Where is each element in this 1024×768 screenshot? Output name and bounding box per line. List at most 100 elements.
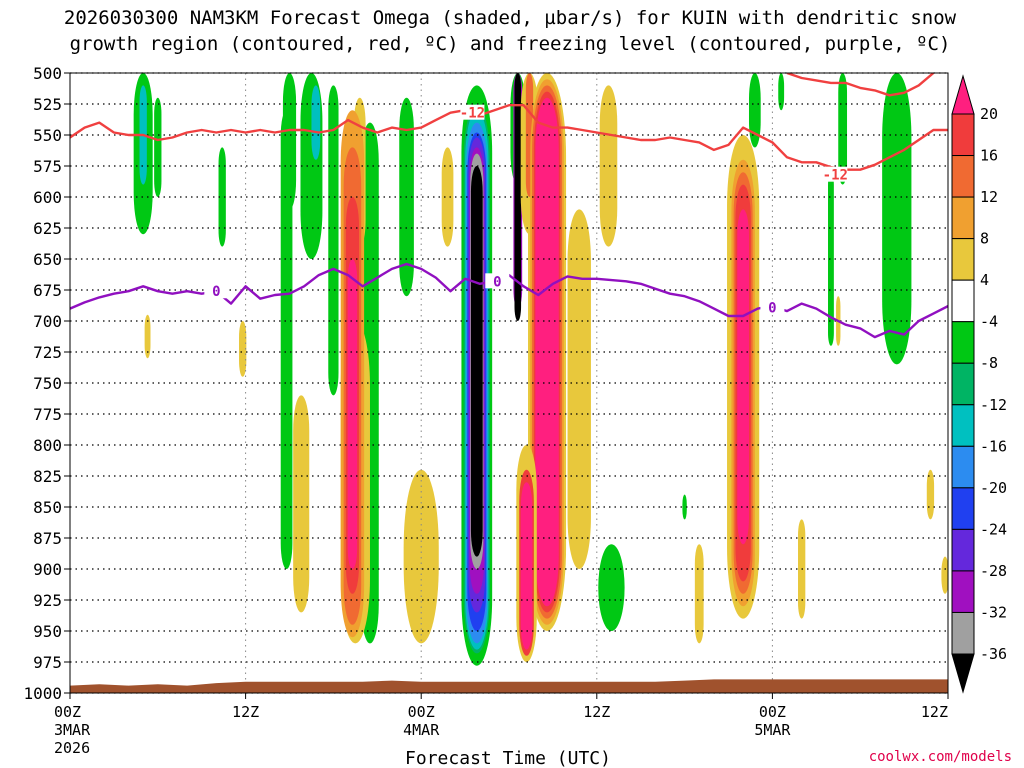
omega-shaded-cell <box>567 209 591 569</box>
contour-label-bg <box>460 104 485 120</box>
omega-shaded-cell <box>941 556 948 594</box>
temperature-contours: -12 -12 0 0 0 <box>70 73 948 339</box>
x-tick-label: 12Z <box>232 703 259 721</box>
y-tick-label: 825 <box>33 467 62 486</box>
colorbar-tick-label: -32 <box>980 603 1007 621</box>
y-tick-label: 750 <box>33 374 62 393</box>
colorbar-tick-label: -24 <box>980 520 1007 538</box>
x-tick-label: 00Z <box>759 703 786 721</box>
x-tick-day: 3MAR <box>54 721 91 739</box>
omega-shaded-cell <box>328 85 339 396</box>
omega-shaded-cell <box>828 172 834 346</box>
omega-shaded-cell <box>598 544 625 631</box>
colorbar-tick-label: -28 <box>980 562 1007 580</box>
contour-label-bg <box>485 273 510 289</box>
x-tick-day: 4MAR <box>403 721 440 739</box>
colorbar-bin <box>951 528 975 572</box>
contour-label: 0 <box>768 300 776 316</box>
x-tick-label: 12Z <box>583 703 610 721</box>
colorbar-bin <box>951 404 975 447</box>
colorbar-bin <box>951 487 975 530</box>
contour-line <box>70 104 948 171</box>
omega-shaded-cell <box>682 494 687 520</box>
y-axis: 500 525 550 575 600 625 650 675 700 725 750 775 800 8… <box>23 64 70 703</box>
colorbar-bin <box>951 279 975 323</box>
omega-shaded-cell <box>535 97 559 607</box>
colorbar-tick-label: 12 <box>980 188 998 206</box>
y-tick-label: 575 <box>33 157 62 176</box>
colorbar-tick-label: 4 <box>980 271 989 289</box>
omega-shaded-cell <box>144 314 151 359</box>
contour-label-bg <box>204 283 229 299</box>
chart-title-line-2: growth region (contoured, red, ºC) and f… <box>70 33 951 55</box>
x-tick-year: 2026 <box>54 739 90 757</box>
y-tick-label: 950 <box>33 622 62 641</box>
y-tick-label: 625 <box>33 219 62 238</box>
colorbar-tick-label: -16 <box>980 437 1007 455</box>
y-tick-label: 650 <box>33 250 62 269</box>
terrain-surface <box>70 679 948 693</box>
y-tick-label: 925 <box>33 591 62 610</box>
x-tick-label: 00Z <box>408 703 435 721</box>
omega-shaded-cell <box>239 321 247 377</box>
colorbar-bin <box>951 113 975 157</box>
omega-shaded-cell <box>748 73 761 148</box>
colorbar-bin <box>951 238 975 281</box>
contour-label-bg <box>760 299 785 315</box>
omega-shaded-cell <box>154 97 162 197</box>
y-tick-label: 875 <box>33 529 62 548</box>
omega-shaded-cell <box>403 469 439 644</box>
y-tick-label: 900 <box>33 560 62 579</box>
credit-text: coolwx.com/models <box>869 749 1012 765</box>
omega-shaded-cell <box>280 110 293 569</box>
colorbar-tick-label: 20 <box>980 105 998 123</box>
y-tick-label: 600 <box>33 188 62 207</box>
omega-shaded-cell <box>520 482 533 650</box>
x-tick-label: 00Z <box>54 703 81 721</box>
contour-label-bg <box>823 166 848 182</box>
omega-shaded-cell <box>441 147 454 247</box>
contour-line <box>786 73 935 97</box>
y-tick-label: 850 <box>33 498 62 517</box>
colorbar-bin <box>951 570 975 613</box>
omega-shaded-cell <box>347 259 358 569</box>
colorbar-bin <box>951 362 975 406</box>
terrain-fill <box>70 679 948 693</box>
y-tick-label: 500 <box>33 64 62 83</box>
colorbar-tick-label: -20 <box>980 479 1007 497</box>
x-tick-day: 5MAR <box>754 721 791 739</box>
omega-shaded-cell <box>737 209 749 545</box>
omega-shaded-cell <box>694 544 704 644</box>
colorbar-tick-label: 16 <box>980 147 998 165</box>
colorbar-tick-label: -12 <box>980 396 1007 414</box>
colorbar-bin <box>951 445 975 489</box>
y-tick-label: 800 <box>33 436 62 455</box>
y-tick-label: 725 <box>33 343 62 362</box>
contour-label: -12 <box>460 106 485 122</box>
colorbar-bin <box>951 611 975 655</box>
omega-shaded-cell <box>293 395 310 613</box>
colorbar: 20 16 12 8 4 -4 -8 -12 -16 -20 -24 -28 -32 -36 <box>951 74 1007 694</box>
omega-shaded-cell <box>599 85 618 247</box>
contour-label: -12 <box>823 168 848 184</box>
colorbar-bottom-arrow <box>951 653 975 694</box>
omega-shaded-cell <box>778 73 785 111</box>
omega-shaded-cell <box>882 73 912 365</box>
y-tick-label: 775 <box>33 405 62 424</box>
omega-shaded-cell <box>311 85 321 160</box>
colorbar-tick-label: 8 <box>980 230 989 248</box>
omega-shaded-cell <box>218 147 226 247</box>
colorbar-bin <box>951 155 975 198</box>
omega-shaded-cell <box>838 73 848 185</box>
omega-shaded-cell <box>926 469 935 520</box>
shaded-omega-field <box>133 73 948 666</box>
y-tick-label: 975 <box>33 653 62 672</box>
y-tick-label: 550 <box>33 126 62 145</box>
y-tick-label: 525 <box>33 95 62 114</box>
x-tick-label: 12Z <box>921 703 948 721</box>
colorbar-tick-label: -36 <box>980 645 1007 663</box>
colorbar-tick-label: -4 <box>980 313 998 331</box>
contour-label: 0 <box>493 274 501 290</box>
